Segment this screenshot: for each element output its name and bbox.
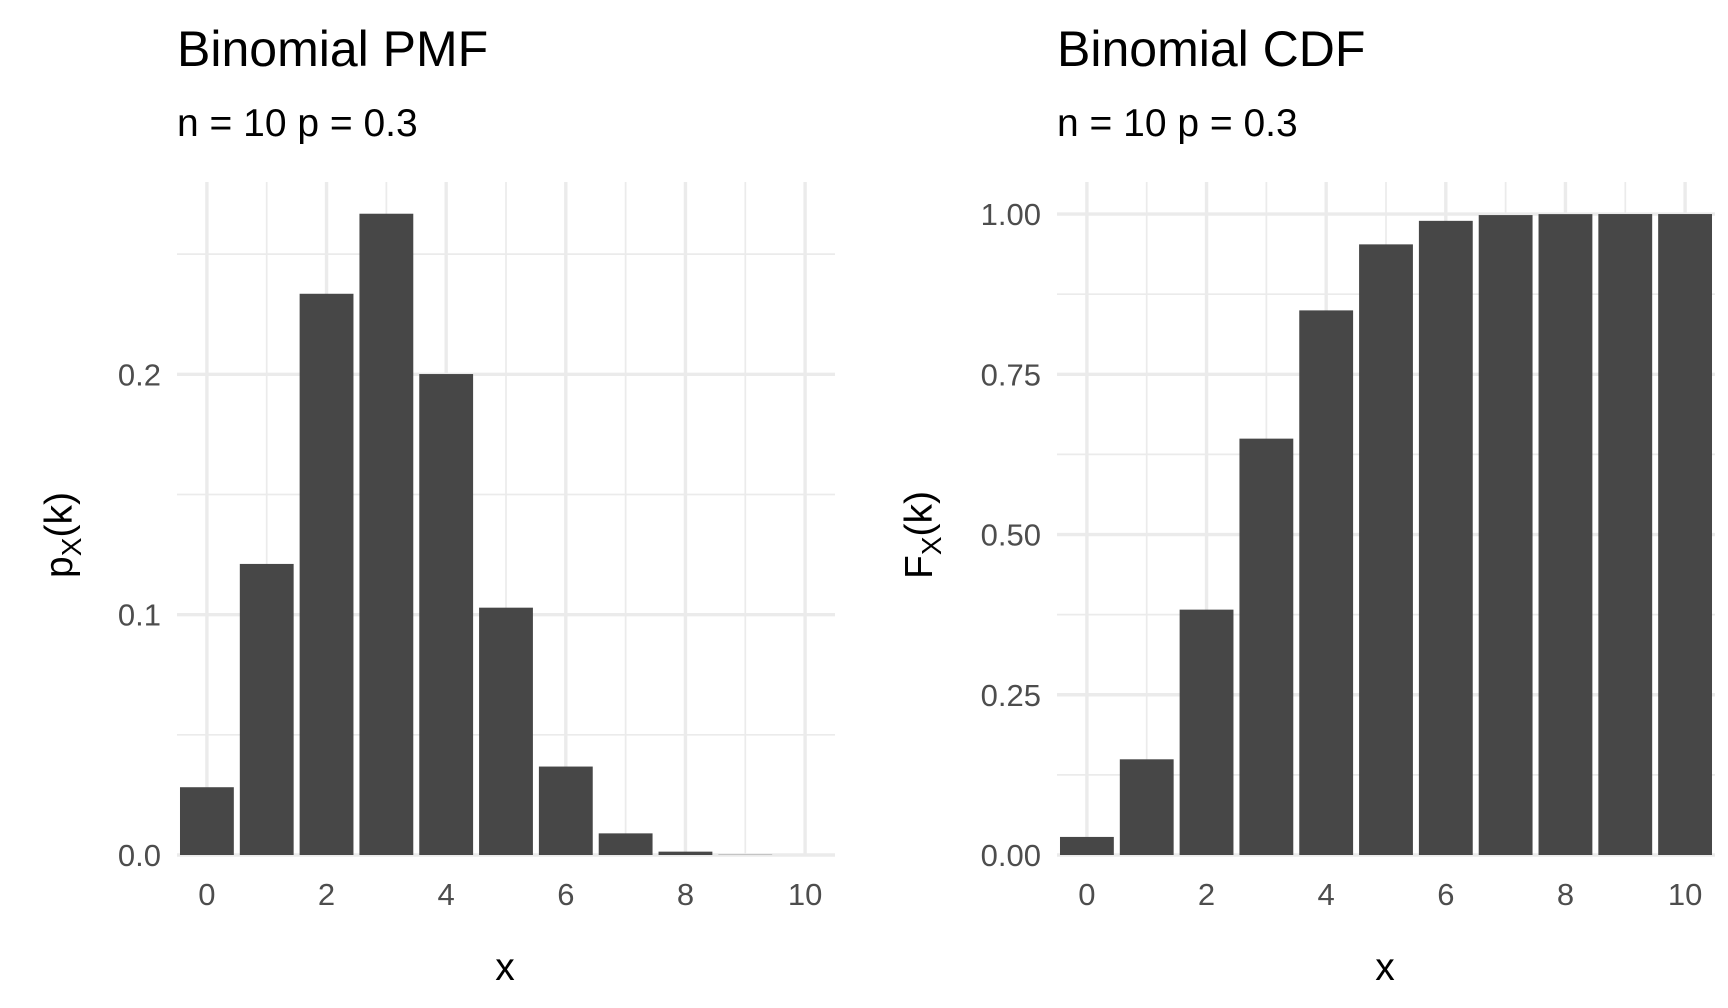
cdf-y-tick-label: 0.75: [981, 357, 1041, 392]
cdf-bar-7: [1478, 215, 1533, 856]
cdf-y-tick-label: 0.50: [981, 518, 1041, 553]
cdf-bars: [1059, 214, 1713, 856]
cdf-x-tick-label: 10: [1668, 877, 1702, 912]
cdf-x-tick-label: 0: [1078, 877, 1095, 912]
pmf-y-tick-label: 0.1: [118, 598, 161, 633]
cdf-bar-2: [1179, 609, 1234, 855]
cdf-x-tick-label: 2: [1198, 877, 1215, 912]
pmf-bar-2: [299, 293, 354, 855]
pmf-bar-6: [538, 766, 593, 855]
pmf-x-tick-label: 0: [198, 877, 215, 912]
pmf-bar-0: [179, 787, 234, 855]
pmf-y-axis-title: pX(k): [38, 492, 87, 578]
pmf-x-tick-label: 6: [557, 877, 574, 912]
cdf-subtitle: n = 10 p = 0.3: [1057, 102, 1298, 145]
cdf-y-tick-label: 0.25: [981, 678, 1041, 713]
pmf-bar-7: [598, 833, 653, 855]
cdf-y-tick-label: 0.00: [981, 838, 1041, 873]
cdf-x-tick-label: 6: [1437, 877, 1454, 912]
cdf-y-tick-labels: 0.00 0.25 0.50 0.75 1.00: [981, 197, 1041, 873]
pmf-x-tick-label: 2: [318, 877, 335, 912]
cdf-bar-4: [1299, 310, 1354, 855]
cdf-bar-8: [1538, 214, 1593, 856]
cdf-x-tick-labels: 0 2 4 6 8 10: [1078, 877, 1702, 912]
cdf-bar-9: [1598, 214, 1653, 856]
pmf-bars: [179, 213, 773, 855]
cdf-title: Binomial CDF: [1057, 21, 1365, 77]
pmf-bar-4: [419, 374, 474, 855]
pmf-y-axis-suffix: (k): [38, 492, 81, 537]
pmf-bar-8: [658, 851, 713, 855]
pmf-x-axis-title: x: [495, 946, 515, 989]
pmf-y-axis-main: p: [38, 556, 81, 578]
pmf-x-tick-label: 8: [677, 877, 694, 912]
cdf-bar-5: [1359, 244, 1413, 855]
cdf-y-tick-label: 1.00: [981, 197, 1041, 232]
pmf-y-tick-label: 0.2: [118, 357, 161, 392]
pmf-title: Binomial PMF: [177, 21, 488, 77]
cdf-x-axis-title: x: [1375, 946, 1395, 989]
pmf-y-tick-labels: 0.0 0.1 0.2: [118, 357, 161, 873]
cdf-y-axis-suffix: (k): [898, 491, 941, 536]
cdf-bar-1: [1119, 759, 1174, 855]
cdf-bar-0: [1059, 836, 1114, 855]
pmf-y-tick-label: 0.0: [118, 838, 161, 873]
pmf-x-tick-label: 4: [438, 877, 455, 912]
pmf-bar-1: [239, 563, 294, 855]
cdf-bar-10: [1658, 214, 1713, 856]
cdf-y-axis-title: FX(k): [898, 491, 947, 579]
cdf-y-axis-subscript: X: [916, 536, 947, 555]
pmf-subtitle: n = 10 p = 0.3: [177, 102, 418, 145]
pmf-panel: Binomial PMF n = 10 p = 0.3 0.0 0.1 0.2 0 2…: [38, 21, 835, 989]
pmf-y-axis-subscript: X: [56, 537, 87, 556]
cdf-y-axis-main: F: [898, 555, 941, 579]
pmf-x-tick-label: 10: [788, 877, 822, 912]
pmf-bar-5: [479, 607, 533, 855]
cdf-panel: Binomial CDF n = 10 p = 0.3 0.00 0.25 0.50…: [898, 21, 1715, 989]
cdf-bar-3: [1239, 438, 1294, 855]
cdf-x-tick-label: 8: [1557, 877, 1574, 912]
cdf-x-tick-label: 4: [1318, 877, 1335, 912]
cdf-bar-6: [1418, 220, 1473, 855]
pmf-bar-3: [359, 213, 414, 855]
pmf-x-tick-labels: 0 2 4 6 8 10: [198, 877, 822, 912]
